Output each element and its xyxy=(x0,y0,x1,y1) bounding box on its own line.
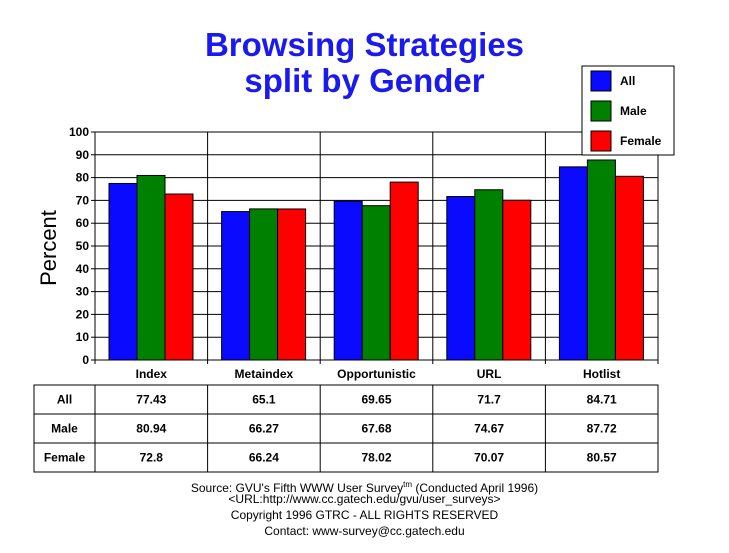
bar-all-hotlist xyxy=(558,166,588,361)
table-cell-value: 80.57 xyxy=(587,451,617,465)
bar-all-opportunistic xyxy=(333,200,363,361)
category-label: Index xyxy=(136,367,168,381)
category-label: Opportunistic xyxy=(337,367,416,381)
y-tick-label: 20 xyxy=(76,307,90,321)
y-tick-label: 40 xyxy=(76,262,90,276)
bar-male-index xyxy=(136,174,166,361)
bars-layer xyxy=(108,159,644,361)
table-cell-value: 65.1 xyxy=(252,393,276,407)
table-cell-value: 87.72 xyxy=(587,422,617,436)
table-cell-value: 77.43 xyxy=(136,393,166,407)
table-frame xyxy=(33,384,659,473)
table-row-label: All xyxy=(57,393,72,407)
bar-male-metaindex xyxy=(249,208,279,361)
y-tick-label: 50 xyxy=(76,239,90,253)
table-cell-value: 67.68 xyxy=(361,422,391,436)
bar-all-url xyxy=(446,196,476,361)
legend-label-all: All xyxy=(620,74,635,88)
table-cell-value: 72.8 xyxy=(140,451,164,465)
bar-female-hotlist xyxy=(614,175,644,361)
source-contact: Contact: www-survey@cc.gatech.edu xyxy=(264,524,465,538)
bar-all-metaindex xyxy=(221,211,251,361)
y-tick-label: 0 xyxy=(82,353,89,367)
y-tick-label: 90 xyxy=(76,148,90,162)
table-row-label: Male xyxy=(51,422,78,436)
y-tick-label: 80 xyxy=(76,171,90,185)
source-trademark: tm xyxy=(403,480,413,489)
legend-label-male: Male xyxy=(620,104,647,118)
source-prefix: Source: GVU's Fifth WWW User Survey xyxy=(190,481,404,495)
table-cell-value: 69.65 xyxy=(361,393,391,407)
table-cell-value: 84.71 xyxy=(587,393,617,407)
y-tick-label: 70 xyxy=(76,193,90,207)
source-line-1: Source: GVU's Fifth WWW User Surveytm (C… xyxy=(0,477,729,496)
table-cell-value: 71.7 xyxy=(477,393,501,407)
category-label: Metaindex xyxy=(235,367,294,381)
category-label: URL xyxy=(477,367,502,381)
bar-female-opportunistic xyxy=(389,181,419,361)
y-tick-label: 100 xyxy=(69,125,89,139)
bar-male-url xyxy=(474,189,504,361)
source-suffix: (Conducted April 1996) xyxy=(412,481,539,495)
y-tick-label: 60 xyxy=(76,216,90,230)
bar-female-metaindex xyxy=(277,208,307,361)
bar-male-opportunistic xyxy=(361,205,391,361)
category-label: Hotlist xyxy=(583,367,620,381)
table-cell-value: 70.07 xyxy=(474,451,504,465)
axis-layer: 0 10 20 30 40 50 60 70 80 90 100 xyxy=(69,125,659,367)
table-cell-value: 66.24 xyxy=(249,451,279,465)
chart-title-line-2: split by Gender xyxy=(244,62,485,99)
legend-swatch-female xyxy=(590,130,612,152)
bar-female-url xyxy=(502,199,532,361)
legend-label-female: Female xyxy=(620,134,662,148)
table-cell-value: 66.27 xyxy=(249,422,279,436)
table-cell-value: 74.67 xyxy=(474,422,504,436)
y-axis-label: Percent xyxy=(36,210,61,286)
y-tick-label: 30 xyxy=(76,285,90,299)
data-table: Index Metaindex Opportunistic URL Hotlist All… xyxy=(33,367,659,473)
y-tick-label: 10 xyxy=(76,330,90,344)
bar-male-hotlist xyxy=(586,159,616,361)
legend-swatch-all xyxy=(590,70,612,92)
table-row-label: Female xyxy=(44,451,86,465)
chart-title-line-1: Browsing Strategies xyxy=(204,26,525,63)
source-url: <URL:http://www.cc.gatech.edu/gvu/user_s… xyxy=(228,492,501,506)
legend-swatch-male xyxy=(590,100,612,122)
table-cell-value: 80.94 xyxy=(136,422,166,436)
source-copyright: Copyright 1996 GTRC - ALL RIGHTS RESERVE… xyxy=(230,508,499,522)
legend: All Male Female xyxy=(581,65,675,156)
plot-frame xyxy=(94,131,659,361)
bar-female-index xyxy=(164,193,194,361)
bar-all-index xyxy=(108,182,138,361)
table-cell-value: 78.02 xyxy=(361,451,391,465)
